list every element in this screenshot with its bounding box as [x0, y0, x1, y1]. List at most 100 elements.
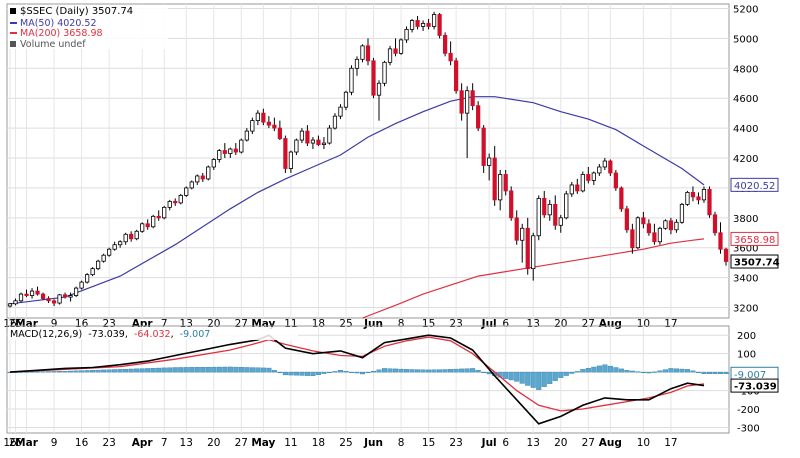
macd-histogram-bar — [255, 367, 261, 373]
candle-up — [211, 159, 216, 168]
macd-histogram-bar — [673, 368, 679, 373]
macd-histogram-bar — [332, 371, 338, 373]
macd-histogram-bar — [134, 368, 140, 373]
price-plot-frame — [6, 3, 730, 319]
candle-down — [266, 121, 271, 126]
candle-up — [299, 130, 305, 141]
macd-histogram-bar — [68, 370, 74, 373]
macd-histogram-bar — [216, 366, 222, 373]
macd-histogram-bar — [46, 371, 52, 373]
macd-x-tick-label: 15 — [422, 437, 435, 449]
macd-sep-1: , — [125, 329, 128, 340]
macd-histogram-bar — [194, 367, 200, 373]
candle-down — [553, 203, 558, 226]
candle-down — [371, 60, 376, 96]
candle-down — [173, 200, 178, 204]
candle-up — [73, 287, 79, 296]
price-badge: 3658.98 — [730, 231, 779, 246]
macd-histogram-bar — [343, 370, 349, 373]
price-y-tick-label: 4200 — [733, 154, 758, 165]
candle-down — [35, 290, 40, 295]
price-x-tick-label: 20 — [554, 318, 567, 330]
price-x-tick-label: 7 — [161, 318, 168, 330]
ma50-line — [9, 96, 705, 305]
price-y-tick-label: 4800 — [733, 64, 758, 75]
macd-histogram-bar — [717, 371, 724, 374]
candle-down — [24, 293, 29, 296]
macd-histogram-bar — [156, 367, 162, 373]
candle-up — [580, 174, 585, 192]
candle-up — [7, 303, 13, 307]
macd-histogram-bar — [227, 366, 233, 373]
macd-histogram-bar — [150, 368, 156, 373]
ma50-legend-label: MA(50) 4020.52 — [20, 18, 97, 29]
macd-histogram-bar — [420, 369, 426, 373]
macd-histogram-bar — [442, 369, 448, 373]
candle-down — [712, 214, 718, 234]
macd-histogram-bar — [706, 371, 712, 374]
candle-up — [18, 293, 24, 302]
candle-up — [189, 181, 194, 189]
candle-up — [294, 139, 299, 153]
candle-down — [646, 223, 651, 234]
macd-sep-2: , — [171, 329, 174, 340]
price-x-tick-label: 27 — [582, 318, 595, 330]
candle-down — [613, 172, 618, 189]
candle-down — [476, 105, 481, 129]
price-x-tick-label: 15 — [422, 318, 435, 330]
macd-histogram-bar — [662, 369, 668, 373]
macd-histogram-bar — [563, 371, 569, 376]
candle-up — [465, 90, 470, 114]
macd-histogram-bar — [266, 367, 272, 373]
candle-up — [531, 235, 536, 270]
candle-down — [641, 217, 646, 225]
macd-histogram-bar — [304, 371, 310, 376]
symbol-marker — [10, 8, 16, 14]
candle-down — [575, 184, 580, 192]
macd-histogram-bar — [712, 371, 718, 374]
candle-up — [387, 48, 393, 63]
candle-down — [619, 187, 624, 210]
candle-up — [487, 157, 492, 166]
candle-up — [112, 244, 117, 250]
price-y-tick-label: 5000 — [733, 34, 758, 45]
candle-down — [129, 233, 134, 240]
candle-down — [156, 215, 161, 219]
macd-histogram-bar — [552, 371, 558, 381]
macd-x-tick-label: 25 — [9, 437, 22, 449]
macd-line — [9, 334, 705, 425]
macd-histogram-bar — [668, 368, 674, 373]
macd-histogram-bar — [101, 369, 107, 373]
candle-up — [79, 281, 84, 289]
candle-down — [272, 124, 277, 129]
macd-histogram — [7, 364, 729, 390]
candle-down — [470, 90, 475, 107]
candle-down — [426, 23, 431, 27]
macd-x-tick-label: 13 — [180, 437, 193, 449]
macd-name: MACD(12,26,9) — [10, 329, 82, 340]
candle-up — [360, 45, 365, 60]
candle-up — [569, 184, 574, 195]
macd-histogram-bar — [459, 368, 465, 373]
price-badge-box — [730, 231, 779, 246]
macd-histogram-bar — [123, 368, 129, 373]
candle-up — [663, 220, 668, 229]
candle-up — [123, 233, 128, 243]
macd-x-tick-label: 18 — [312, 437, 325, 449]
macd-histogram-bar — [359, 371, 366, 375]
candle-up — [118, 241, 123, 246]
symbol-label: $SSEC (Daily) 3507.74 — [20, 6, 133, 17]
candle-up — [29, 290, 35, 296]
macd-histogram-bar — [387, 368, 393, 373]
macd-histogram-bar — [591, 366, 597, 373]
candle-up — [327, 127, 332, 144]
macd-histogram-bar — [365, 371, 371, 373]
candle-down — [514, 217, 519, 241]
macd-histogram-bar — [57, 371, 63, 373]
candle-up — [217, 150, 222, 160]
macd-x-tick-label: 6 — [502, 437, 509, 449]
macd-badge-label: -73.039 — [734, 382, 777, 393]
price-badge-box — [730, 254, 779, 269]
macd-histogram-bar — [695, 371, 701, 373]
candle-down — [586, 174, 591, 181]
